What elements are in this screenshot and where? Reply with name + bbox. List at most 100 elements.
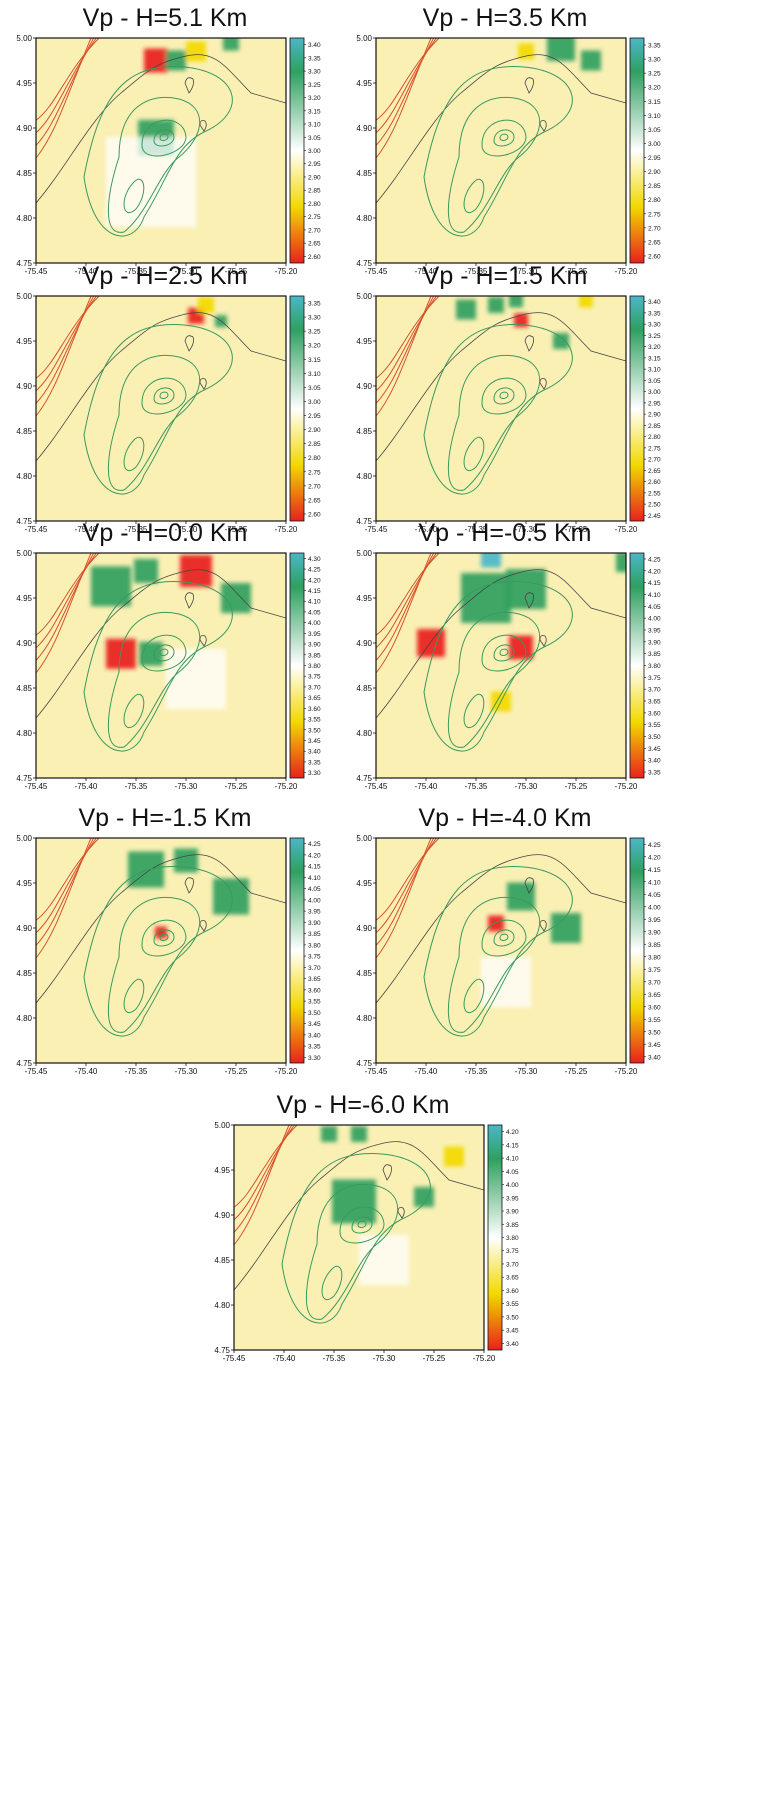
colorbar-label: 3.40 xyxy=(308,1032,321,1039)
colorbar-label: 3.30 xyxy=(308,315,321,322)
colorbar-label: 2.60 xyxy=(308,511,321,518)
volcano-contour xyxy=(83,324,233,495)
small-contour xyxy=(539,920,547,932)
y-tick-label: 4.85 xyxy=(16,969,32,978)
x-tick-label: -75.20 xyxy=(275,1067,298,1076)
small-contour xyxy=(524,592,534,609)
colorbar-label: 2.90 xyxy=(308,427,321,434)
velocity-anomaly xyxy=(213,878,249,915)
volcano-contour xyxy=(159,133,169,141)
colorbar-label: 2.90 xyxy=(308,174,321,181)
volcano-contour xyxy=(83,866,233,1037)
y-tick-label: 5.00 xyxy=(16,34,32,43)
colorbar-label: 3.10 xyxy=(648,367,661,374)
x-tick-label: -75.20 xyxy=(275,267,298,276)
map-panel: Vp - H=1.5 Km -75.45 -75.40 -75.35 -75.30 -75… xyxy=(340,258,670,543)
colorbar-label: 3.80 xyxy=(308,663,321,670)
colorbar-label: 3.85 xyxy=(506,1222,519,1229)
volcano-contour xyxy=(463,979,485,1014)
colorbar-label: 3.75 xyxy=(648,675,661,682)
plot-frame xyxy=(35,37,287,264)
velocity-anomaly xyxy=(332,1179,376,1224)
colorbar-label: 4.25 xyxy=(648,556,661,563)
colorbar-label: 3.05 xyxy=(648,127,661,134)
colorbar xyxy=(629,837,645,1064)
volcano-contour xyxy=(123,694,145,729)
volcano-contour xyxy=(481,634,527,672)
x-tick-label: -75.30 xyxy=(175,525,198,534)
plot-frame xyxy=(35,295,287,522)
colorbar-label: 3.45 xyxy=(308,1021,321,1028)
velocity-anomaly xyxy=(509,296,523,308)
y-tick-label: 4.85 xyxy=(16,427,32,436)
x-tick-label: -75.25 xyxy=(565,525,588,534)
colorbar-label: 3.65 xyxy=(648,992,661,999)
y-tick-label: 4.90 xyxy=(16,124,32,133)
y-tick-label: 4.90 xyxy=(356,924,372,933)
colorbar-label: 3.35 xyxy=(308,301,321,308)
colorbar-label: 3.10 xyxy=(308,371,321,378)
colorbar-label: 3.15 xyxy=(648,99,661,106)
volcano-contour xyxy=(281,1153,431,1324)
colorbar-label: 3.80 xyxy=(308,942,321,949)
colorbar-label: 2.60 xyxy=(648,479,661,486)
x-tick-label: -75.30 xyxy=(515,525,538,534)
velocity-anomaly xyxy=(166,50,186,71)
velocity-anomaly xyxy=(166,649,226,709)
velocity-anomaly xyxy=(506,569,546,609)
colorbar-label: 3.70 xyxy=(648,979,661,986)
volcano-contour xyxy=(463,694,485,729)
topo-contour-red xyxy=(376,296,440,379)
colorbar-label: 2.70 xyxy=(648,457,661,464)
colorbar-label: 3.35 xyxy=(308,759,321,766)
x-tick-label: -75.45 xyxy=(365,267,388,276)
colorbar-label: 2.95 xyxy=(308,413,321,420)
x-tick-label: -75.25 xyxy=(225,1067,248,1076)
colorbar-label: 3.70 xyxy=(506,1261,519,1268)
x-tick-label: -75.45 xyxy=(25,782,48,791)
colorbar-label: 3.50 xyxy=(648,1029,661,1036)
colorbar-label: 3.50 xyxy=(308,727,321,734)
colorbar-label: 2.85 xyxy=(308,441,321,448)
colorbar-label: 3.25 xyxy=(308,329,321,336)
y-tick-label: 4.90 xyxy=(16,382,32,391)
velocity-anomaly xyxy=(186,41,206,62)
volcano-contour xyxy=(141,377,187,415)
colorbar-label: 3.55 xyxy=(648,1017,661,1024)
colorbar-label: 3.60 xyxy=(506,1288,519,1295)
colorbar xyxy=(629,552,645,779)
y-tick-label: 4.75 xyxy=(16,259,32,268)
x-tick-label: -75.30 xyxy=(175,782,198,791)
map-plot: -75.45 -75.40 -75.35 -75.30 -75.25 -75.20 4.75… xyxy=(16,292,321,534)
volcano-contour xyxy=(447,96,541,233)
y-tick-label: 4.95 xyxy=(356,879,372,888)
colorbar-label: 4.05 xyxy=(648,892,661,899)
map-background xyxy=(376,296,626,521)
colorbar-label: 3.60 xyxy=(308,706,321,713)
colorbar-label: 3.00 xyxy=(648,141,661,148)
y-tick-label: 4.95 xyxy=(16,79,32,88)
colorbar-label: 4.20 xyxy=(308,577,321,584)
velocity-anomaly xyxy=(481,957,531,1007)
x-tick-label: -75.40 xyxy=(415,1067,438,1076)
small-contour xyxy=(184,335,194,352)
colorbar-label: 3.55 xyxy=(648,722,661,729)
y-tick-label: 4.85 xyxy=(356,427,372,436)
colorbar-label: 3.40 xyxy=(648,299,661,306)
volcano-contour xyxy=(83,66,233,237)
y-tick-label: 4.85 xyxy=(356,684,372,693)
colorbar-label: 4.15 xyxy=(648,580,661,587)
panel-title: Vp - H=-6.0 Km xyxy=(276,1091,450,1119)
volcano-contour xyxy=(153,387,175,405)
colorbar-label: 3.75 xyxy=(308,954,321,961)
volcano-contour xyxy=(499,391,509,399)
colorbar-label: 2.65 xyxy=(308,241,321,248)
y-tick-label: 4.85 xyxy=(16,684,32,693)
colorbar-label: 3.70 xyxy=(648,687,661,694)
y-tick-label: 5.00 xyxy=(356,292,372,301)
x-tick-label: -75.25 xyxy=(565,1067,588,1076)
velocity-anomaly xyxy=(444,1146,464,1167)
x-tick-label: -75.30 xyxy=(373,1354,396,1363)
colorbar-label: 2.55 xyxy=(648,490,661,497)
map-panel: Vp - H=5.1 Km -75.45 -75.40 -75.35 -75.30 -75… xyxy=(0,0,330,285)
